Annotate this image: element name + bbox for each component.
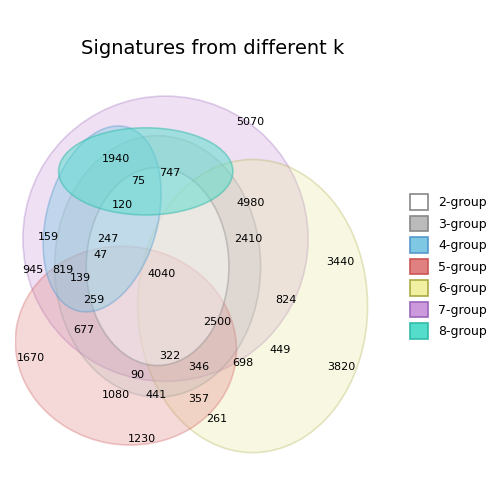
Ellipse shape (58, 128, 233, 215)
Text: 3820: 3820 (328, 362, 356, 372)
Ellipse shape (138, 159, 367, 453)
Text: 90: 90 (131, 370, 145, 381)
Text: 747: 747 (159, 168, 180, 178)
Ellipse shape (15, 246, 236, 445)
Text: 5070: 5070 (237, 117, 265, 127)
Text: 441: 441 (145, 390, 166, 400)
Text: 4980: 4980 (236, 198, 265, 208)
Text: 47: 47 (93, 249, 107, 260)
Ellipse shape (43, 126, 161, 312)
Text: 677: 677 (74, 325, 95, 335)
Text: 3440: 3440 (326, 258, 354, 268)
Text: 247: 247 (97, 234, 119, 244)
Legend: 2-group, 3-group, 4-group, 5-group, 6-group, 7-group, 8-group: 2-group, 3-group, 4-group, 5-group, 6-gr… (405, 190, 492, 344)
Text: 1080: 1080 (102, 390, 130, 400)
Text: 322: 322 (159, 351, 180, 360)
Ellipse shape (23, 96, 308, 382)
Text: 1940: 1940 (102, 155, 130, 164)
Text: 4040: 4040 (148, 269, 176, 279)
Text: 139: 139 (70, 273, 91, 283)
Text: 75: 75 (131, 176, 145, 186)
Text: 261: 261 (207, 414, 228, 424)
Ellipse shape (86, 167, 229, 365)
Text: 120: 120 (111, 200, 133, 210)
Text: 357: 357 (188, 394, 210, 404)
Text: 449: 449 (270, 345, 291, 355)
Text: 259: 259 (84, 295, 105, 305)
Text: 945: 945 (22, 266, 43, 275)
Text: 1230: 1230 (128, 434, 156, 444)
Text: 2500: 2500 (203, 317, 231, 327)
Text: 346: 346 (188, 362, 210, 372)
Text: 698: 698 (232, 358, 254, 368)
Text: 159: 159 (38, 232, 59, 242)
Text: 1670: 1670 (17, 353, 45, 362)
Text: 824: 824 (276, 295, 297, 305)
Text: 819: 819 (52, 266, 73, 275)
Title: Signatures from different k: Signatures from different k (82, 39, 345, 58)
Ellipse shape (54, 136, 261, 397)
Text: 2410: 2410 (234, 234, 263, 244)
